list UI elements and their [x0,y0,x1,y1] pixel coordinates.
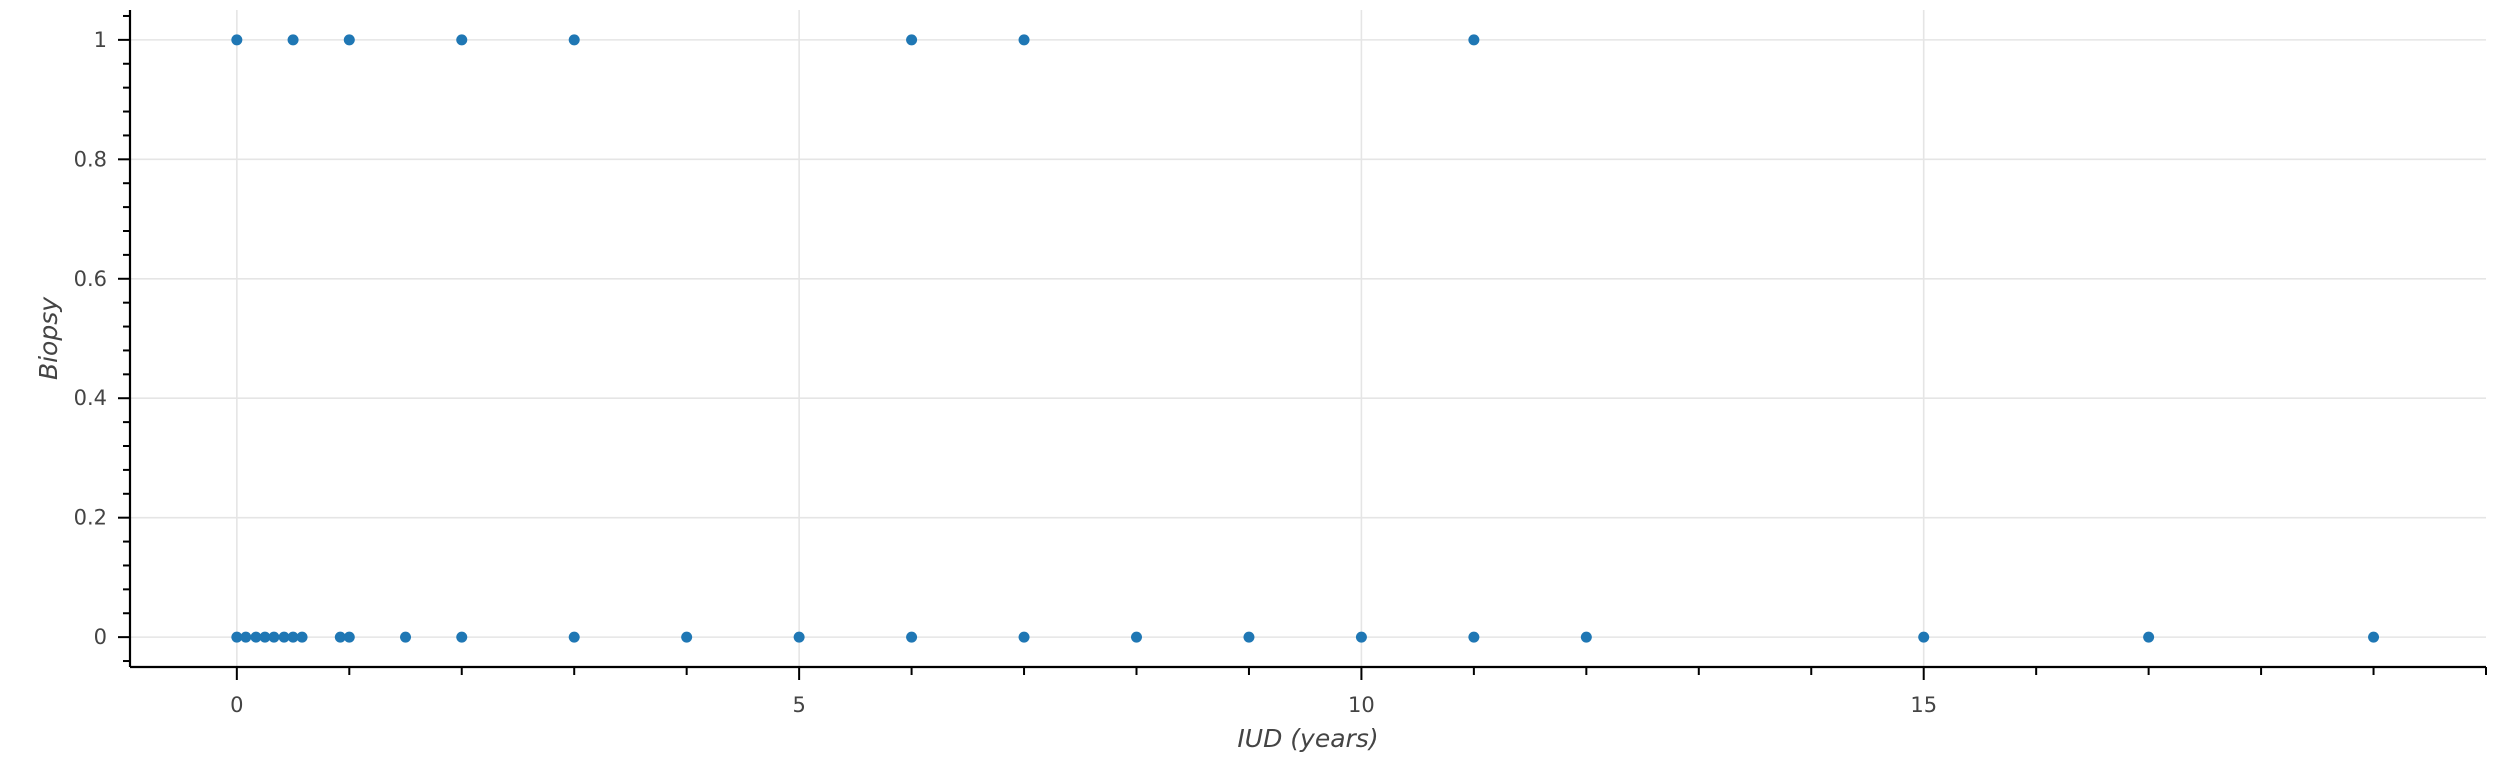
y-axis-label: Biopsy [34,296,63,380]
data-point [1018,34,1030,46]
y-tick-label: 0.4 [74,386,107,410]
x-tick-label: 10 [1348,693,1375,717]
data-point [456,34,468,46]
data-point [568,631,580,643]
data-point [1468,631,1480,643]
grid [130,10,2486,667]
y-tick-label: 1 [94,28,107,52]
data-point [400,631,412,643]
data-point [906,631,918,643]
data-point [287,34,299,46]
data-point [1018,631,1030,643]
data-point [250,631,262,643]
y-tick-label: 0 [94,625,107,649]
data-point [2368,631,2380,643]
x-tick-label: 15 [1910,693,1937,717]
data-point [343,34,355,46]
data-point [906,34,918,46]
data-point [793,631,805,643]
data-point [240,631,252,643]
data-point [259,631,271,643]
data-point [296,631,308,643]
data-point [456,631,468,643]
data-point [1131,631,1143,643]
y-tick-label: 0.2 [74,506,107,530]
data-point [568,34,580,46]
data-point [1243,631,1255,643]
x-tick-label: 0 [230,693,243,717]
data-point [268,631,280,643]
data-point [681,631,693,643]
x-tick-label: 5 [792,693,805,717]
data-point [231,34,243,46]
data-point [343,631,355,643]
data-point [1468,34,1480,46]
axes: 0 5 10 15 0 0.2 0.4 0.6 0.8 1 [74,10,2487,717]
y-tick-label: 0.8 [74,147,107,171]
data-point [1918,631,1930,643]
data-point [287,631,299,643]
data-point [1355,631,1367,643]
y-tick-label: 0.6 [74,267,107,291]
data-point [2143,631,2155,643]
x-axis-label: IUD (years) [1237,724,1378,753]
data-point [1580,631,1592,643]
data-point [231,631,243,643]
data-point [278,631,290,643]
data-point [334,631,346,643]
data-points [231,34,2380,643]
